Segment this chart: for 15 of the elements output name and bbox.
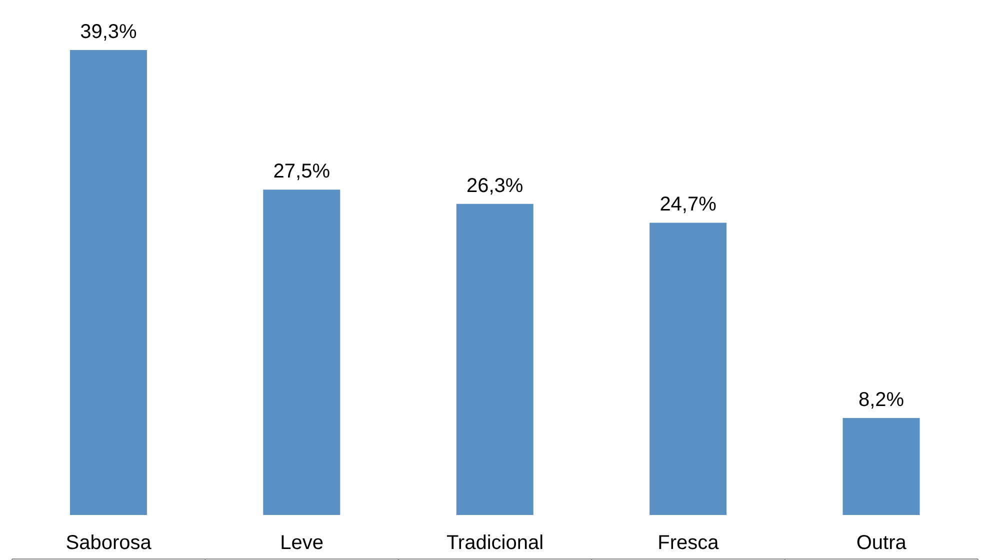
bar (263, 190, 340, 515)
data-label: 8,2% (858, 388, 904, 411)
bar (456, 204, 534, 515)
bar (842, 418, 920, 515)
x-tick-label: Leve (280, 532, 324, 554)
x-tick-label: Tradicional (446, 532, 544, 554)
data-label: 26,3% (466, 174, 524, 197)
data-label: 24,7% (660, 194, 717, 216)
bar (650, 222, 727, 515)
x-tick-label: Saborosa (66, 532, 152, 554)
data-label: 27,5% (273, 160, 330, 183)
x-tick-label: Fresca (658, 532, 720, 554)
data-label: 39,3% (80, 21, 138, 43)
x-tick-label: Outra (856, 532, 908, 554)
bar (70, 50, 147, 515)
